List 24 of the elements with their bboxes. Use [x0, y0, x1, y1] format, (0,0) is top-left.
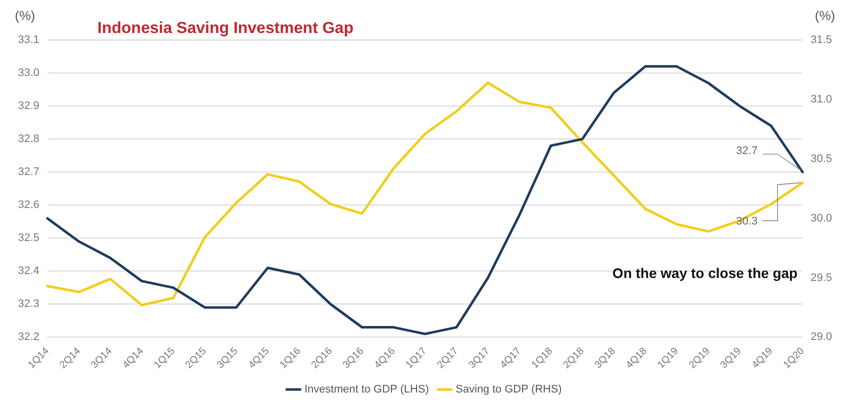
data-label: 30.3: [736, 216, 758, 228]
y-tick-label: 32.2: [18, 331, 40, 344]
y-tick-label: 32.3: [18, 298, 40, 310]
annotation: On the way to close the gap: [612, 264, 798, 281]
y-tick-label: 32.8: [18, 133, 40, 146]
y-tick-label: 32.7: [18, 166, 40, 178]
y-tick-label: 32.4: [18, 265, 40, 278]
y2-tick-label: 29.5: [810, 272, 832, 284]
y-tick-label: 32.6: [18, 199, 40, 212]
y-axis-title: (%): [14, 8, 36, 23]
y2-tick-label: 29.0: [810, 331, 832, 344]
y2-tick-label: 30.5: [810, 152, 832, 165]
y2-tick-label: 31.0: [810, 93, 832, 106]
y-tick-label: 32.5: [18, 232, 40, 244]
legend-label: Saving to GDP (RHS): [456, 384, 562, 396]
y-tick-label: 33.0: [18, 67, 40, 80]
y2-tick-label: 30.0: [810, 212, 832, 224]
y2-axis-title: (%): [814, 8, 836, 23]
y-tick-label: 32.9: [18, 100, 40, 112]
data-label: 32.7: [736, 145, 758, 158]
y2-tick-label: 31.5: [810, 34, 832, 46]
y-tick-label: 33.1: [18, 34, 40, 46]
legend-label: Investment to GDP (LHS): [304, 384, 429, 396]
chart-title: Indonesia Saving Investment Gap: [97, 20, 354, 37]
